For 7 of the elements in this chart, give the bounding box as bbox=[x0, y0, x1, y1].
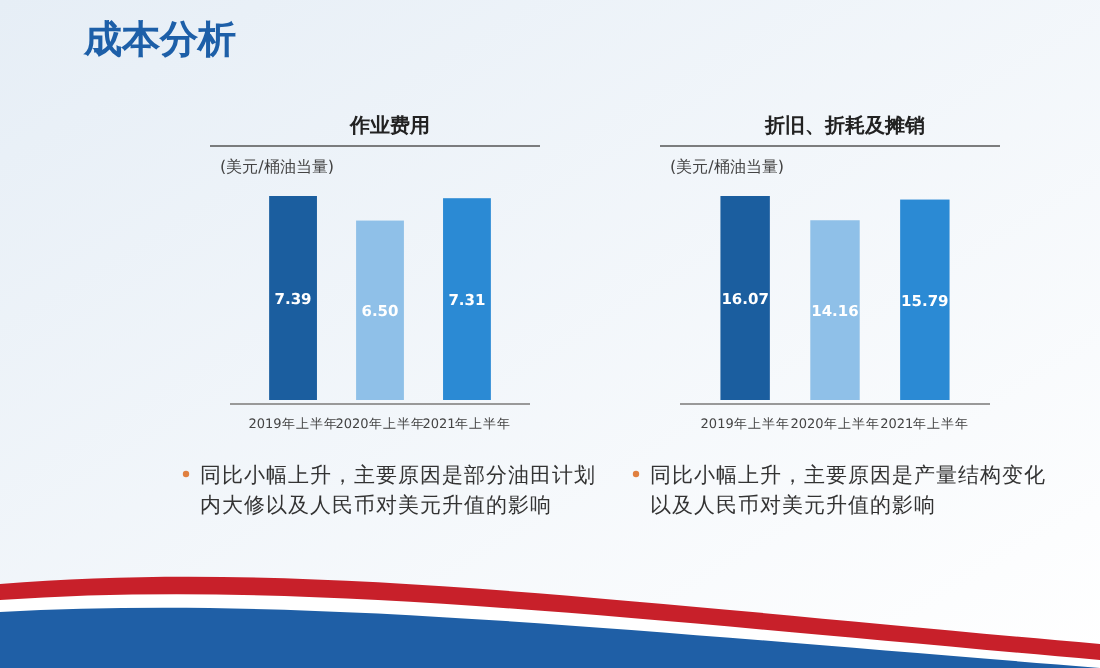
text: 同比小幅上升，主要原因是部分油田计划内大修以及人民币对美元升值的影响 bbox=[200, 462, 596, 518]
chart-title: 作业费用 bbox=[348, 114, 430, 138]
text: 成本分析 bbox=[82, 18, 236, 62]
text: 同比小幅上升，主要原因是产量结构变化以及人民币对美元升值的影响 bbox=[650, 462, 1046, 518]
chart-title: 折旧、折耗及摊销 bbox=[763, 114, 925, 138]
y-axis-title: (美元/桶油当量) bbox=[220, 158, 334, 176]
y-axis-title: (美元/桶油当量) bbox=[670, 158, 784, 176]
